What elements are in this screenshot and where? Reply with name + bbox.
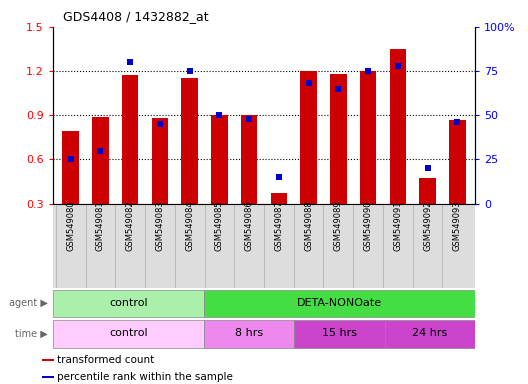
Text: time ▶: time ▶ bbox=[15, 329, 48, 339]
Bar bbox=[330, 74, 346, 204]
Text: control: control bbox=[109, 328, 147, 338]
Bar bbox=[92, 117, 109, 204]
Point bbox=[67, 156, 75, 162]
Text: 8 hrs: 8 hrs bbox=[235, 328, 263, 338]
Point bbox=[96, 147, 105, 154]
Bar bbox=[53, 290, 204, 317]
Point bbox=[275, 174, 283, 180]
Point bbox=[423, 165, 432, 171]
Bar bbox=[300, 71, 317, 204]
Bar bbox=[204, 320, 294, 348]
Point bbox=[453, 119, 461, 125]
Bar bbox=[42, 376, 54, 378]
Bar bbox=[53, 320, 204, 348]
Point bbox=[156, 121, 164, 127]
Text: DETA-NONOate: DETA-NONOate bbox=[297, 298, 382, 308]
Point bbox=[185, 68, 194, 74]
Point bbox=[305, 80, 313, 86]
Bar bbox=[294, 320, 385, 348]
Bar bbox=[204, 290, 475, 317]
Text: GDS4408 / 1432882_at: GDS4408 / 1432882_at bbox=[63, 10, 209, 23]
Bar bbox=[211, 115, 228, 204]
Bar bbox=[360, 71, 376, 204]
Text: control: control bbox=[109, 298, 147, 308]
Bar bbox=[42, 359, 54, 361]
Point bbox=[394, 63, 402, 69]
Bar bbox=[419, 179, 436, 204]
Text: transformed count: transformed count bbox=[57, 355, 154, 365]
Bar bbox=[385, 320, 475, 348]
Bar bbox=[449, 120, 466, 204]
Bar bbox=[390, 49, 406, 204]
Text: agent ▶: agent ▶ bbox=[8, 298, 48, 308]
Text: percentile rank within the sample: percentile rank within the sample bbox=[57, 372, 233, 382]
Bar bbox=[241, 115, 257, 204]
Point bbox=[364, 68, 372, 74]
Point bbox=[245, 116, 253, 122]
Point bbox=[334, 86, 343, 92]
Bar bbox=[122, 76, 138, 204]
Bar bbox=[152, 118, 168, 204]
Bar bbox=[271, 193, 287, 204]
Point bbox=[215, 112, 223, 118]
Text: 24 hrs: 24 hrs bbox=[412, 328, 448, 338]
Text: 15 hrs: 15 hrs bbox=[322, 328, 357, 338]
Point bbox=[126, 59, 134, 65]
Bar bbox=[182, 78, 198, 204]
Bar bbox=[62, 131, 79, 204]
